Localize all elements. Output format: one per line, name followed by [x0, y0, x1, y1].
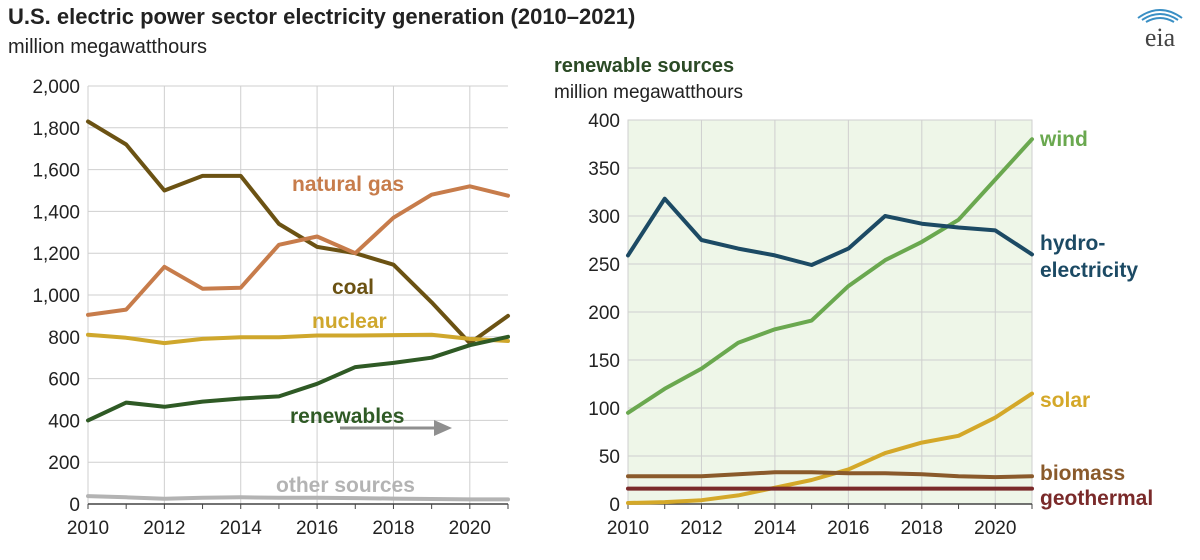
- left-chart-y-tick-label: 1,400: [32, 202, 80, 223]
- left-chart-y-tick-label: 1,600: [32, 161, 80, 182]
- left-chart-x-tick-label: 2010: [67, 518, 109, 539]
- right-chart-x-tick-label: 2010: [607, 518, 649, 539]
- right-y-unit-label: million megawatthours: [554, 82, 743, 103]
- left-y-unit-label: million megawatthours: [8, 36, 207, 58]
- left-chart-series-line-coal: [86, 119, 510, 346]
- left-chart-y-tick-label: 400: [48, 411, 80, 432]
- left-chart-x-tick-label: 2020: [449, 518, 491, 539]
- right-chart-y-tick-label: 0: [609, 495, 620, 516]
- left-chart-series-line-renewables: [86, 334, 510, 423]
- label-geothermal: geothermal: [1040, 487, 1153, 510]
- right-chart-series-line-wind: [626, 137, 1034, 415]
- right-chart-x-tick-label: 2012: [680, 518, 722, 539]
- left-chart-y-tick-label: 200: [48, 453, 80, 474]
- left-chart-series-line-nuclear: [86, 332, 510, 346]
- left-chart-x-tick-label: 2012: [143, 518, 185, 539]
- label-wind: wind: [1039, 128, 1088, 151]
- left-chart-y-tick-label: 1,200: [32, 244, 80, 265]
- label-biomass: biomass: [1040, 462, 1125, 485]
- svg-text:eia: eia: [1145, 23, 1176, 52]
- left-chart-y-tick-label: 600: [48, 370, 80, 391]
- label-hydro-2: electricity: [1040, 259, 1138, 282]
- right-chart-series-line-hydro: [626, 196, 1034, 267]
- right-chart-y-tick-label: 200: [588, 303, 620, 324]
- right-chart-y-tick-label: 250: [588, 255, 620, 276]
- right-chart-y-tick-label: 50: [599, 447, 620, 468]
- right-chart-x-tick-label: 2014: [754, 518, 797, 539]
- right-chart-y-tick-label: 400: [588, 111, 620, 132]
- label-nuclear: nuclear: [312, 310, 387, 333]
- right-chart-x-tick-label: 2018: [901, 518, 943, 539]
- left-chart-y-tick-label: 2,000: [32, 77, 80, 98]
- left-chart: 0 200 400 600 800 1,000 1,200 1,400 1,600 1,800 2,…: [32, 77, 510, 539]
- right-chart-y-tick-label: 300: [588, 207, 620, 228]
- label-renewables: renewables: [290, 405, 404, 428]
- right-chart-y-tick-label: 350: [588, 159, 620, 180]
- label-other-sources: other sources: [276, 474, 415, 497]
- left-chart-x-tick-label: 2018: [372, 518, 414, 539]
- right-chart-x-tick-label: 2020: [974, 518, 1016, 539]
- right-chart-title: renewable sources: [554, 55, 734, 77]
- right-chart-y-tick-label: 150: [588, 351, 620, 372]
- left-chart-series-line-natural_gas: [86, 184, 510, 317]
- right-chart-y-tick-label: 100: [588, 399, 620, 420]
- eia-logo: eia: [1137, 9, 1183, 52]
- right-chart-series-line-biomass: [626, 470, 1034, 480]
- label-hydro-1: hydro-: [1040, 232, 1105, 255]
- right-chart: renewable sources million megawatthours …: [554, 55, 1153, 539]
- chart-title: U.S. electric power sector electricity g…: [8, 4, 636, 29]
- left-chart-y-tick-label: 800: [48, 328, 80, 349]
- left-chart-series-line-other: [86, 494, 510, 502]
- label-solar: solar: [1040, 389, 1090, 412]
- left-chart-x-tick-label: 2014: [220, 518, 263, 539]
- label-natural-gas: natural gas: [292, 173, 404, 196]
- left-chart-y-tick-label: 1,800: [32, 119, 80, 140]
- right-chart-x-tick-label: 2016: [827, 518, 869, 539]
- label-coal: coal: [332, 276, 374, 299]
- left-chart-y-tick-label: 1,000: [32, 286, 80, 307]
- left-chart-x-tick-label: 2016: [296, 518, 338, 539]
- left-chart-y-tick-label: 0: [69, 495, 80, 516]
- renewables-arrow: [340, 420, 452, 436]
